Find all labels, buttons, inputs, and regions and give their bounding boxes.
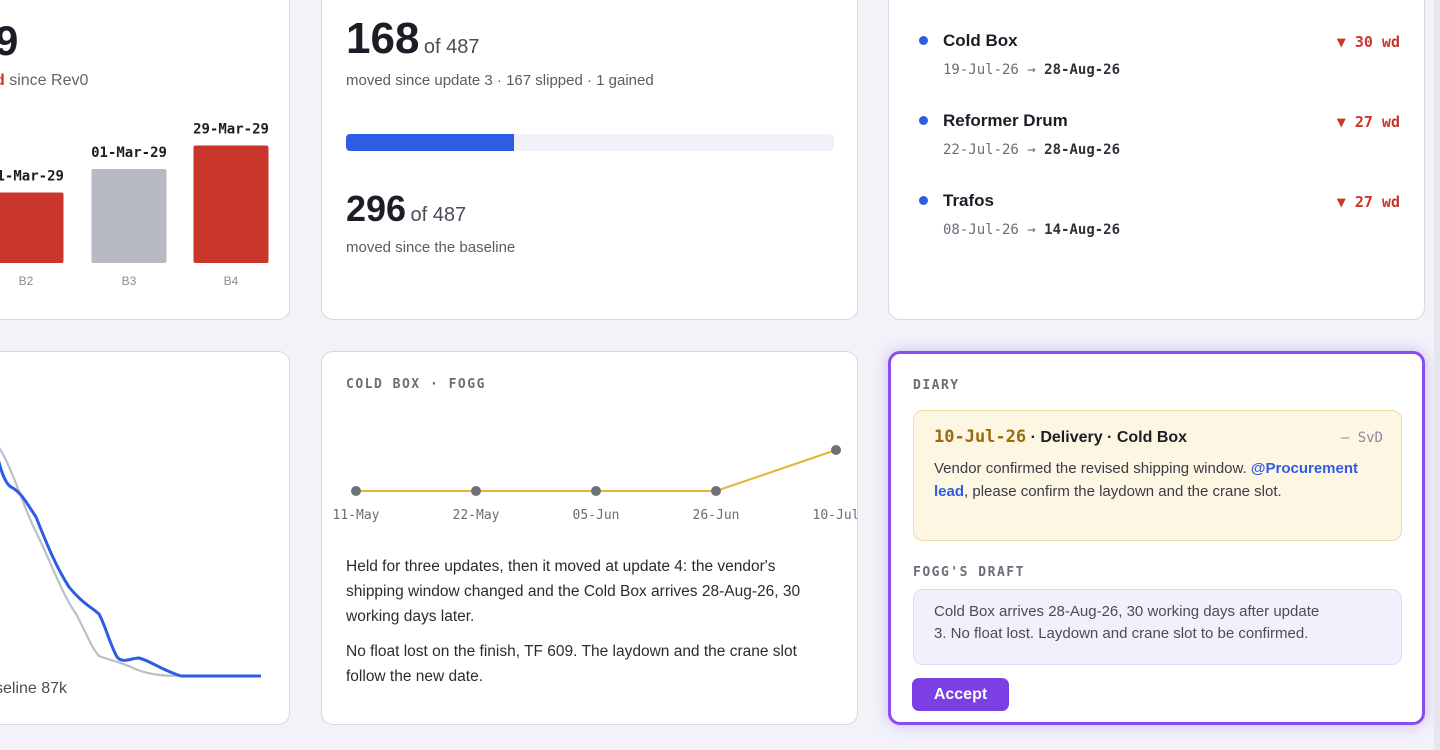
bar	[193, 145, 269, 263]
data-point	[711, 486, 721, 496]
item-dates: 19-Jul-26 → 28-Aug-26	[943, 62, 1120, 78]
moved-secondary-of: of 487	[410, 204, 467, 226]
item-delta: ▼ 27 wd	[1336, 113, 1400, 131]
item-dates: 08-Jul-26 → 14-Aug-26	[943, 222, 1120, 238]
item-from-date: 08-Jul-26	[943, 222, 1019, 238]
item-to-date: 28-Aug-26	[1044, 142, 1121, 158]
data-point	[351, 486, 361, 496]
coldbox-line-chart: 11-May 22-May 05-Jun 26-Jun 10-Jul	[333, 445, 858, 523]
status-dot-icon	[919, 196, 928, 205]
data-point	[591, 486, 601, 496]
arrow-right-icon: →	[1027, 62, 1036, 78]
draft-text: Cold Box arrives 28-Aug-26, 30 working d…	[934, 603, 1320, 642]
draft-box[interactable]: Cold Box arrives 28-Aug-26, 30 working d…	[913, 589, 1402, 665]
list-item[interactable]: Reformer Drum 22-Jul-26 → 28-Aug-26 ▼ 27…	[889, 101, 1424, 161]
data-point	[471, 486, 481, 496]
schedule-subtitle: d since Rev0	[0, 72, 88, 90]
diary-entry-body: Vendor confirmed the revised shipping wi…	[934, 457, 1384, 503]
arrow-right-icon: →	[1027, 142, 1036, 158]
diary-entry-header: 10-Jul-26 · Delivery · Cold Box	[934, 427, 1187, 447]
bar-category-label: B4	[224, 274, 239, 288]
trend-chart-card: seline 87k	[0, 351, 290, 725]
diary-entry[interactable]: 10-Jul-26 · Delivery · Cold Box — SvD Ve…	[913, 410, 1402, 541]
bar-top-label: 29-Mar-29	[193, 122, 269, 138]
schedule-subtitle-suffix: since Rev0	[4, 72, 89, 89]
item-delta: ▼ 27 wd	[1336, 193, 1400, 211]
item-name: Cold Box	[943, 31, 1018, 50]
scrollbar[interactable]	[1434, 0, 1440, 750]
item-dates: 22-Jul-26 → 28-Aug-26	[943, 142, 1120, 158]
diary-card: DIARY 10-Jul-26 · Delivery · Cold Box — …	[888, 351, 1425, 725]
diary-entry-text-pre: Vendor confirmed the revised shipping wi…	[934, 460, 1251, 477]
bar	[0, 192, 64, 263]
slip-list-card: Cold Box 19-Jul-26 → 28-Aug-26 ▼ 30 wd R…	[888, 0, 1425, 320]
data-point	[831, 445, 841, 455]
x-tick-label: 10-Jul	[813, 508, 858, 523]
diary-entry-date: 10-Jul-26	[934, 427, 1027, 447]
moved-progress-bar	[346, 134, 834, 151]
coldbox-eyebrow: COLD BOX · FOGG	[346, 377, 486, 392]
list-item[interactable]: Trafos 08-Jul-26 → 14-Aug-26 ▼ 27 wd	[889, 181, 1424, 241]
schedule-bar-chart: 01-Mar-29 B2 01-Mar-29 B3 29-Mar-29 B4	[0, 122, 269, 288]
x-tick-label: 05-Jun	[573, 508, 620, 523]
list-item[interactable]: Cold Box 19-Jul-26 → 28-Aug-26 ▼ 30 wd	[889, 21, 1424, 81]
baseline-series-line	[0, 447, 261, 678]
moved-secondary-row: 296 of 487	[346, 188, 466, 230]
diary-entry-text-post: , please confirm the laydown and the cra…	[964, 483, 1282, 500]
moved-secondary-value: 296	[346, 188, 407, 229]
item-to-date: 28-Aug-26	[1044, 62, 1121, 78]
moved-primary-desc: moved since update 3 · 167 slipped · 1 g…	[346, 72, 654, 89]
trend-line-chart	[0, 447, 261, 678]
trend-caption: seline 87k	[0, 680, 68, 697]
coldbox-paragraph-2: No float lost on the finish, TF 609. The…	[346, 643, 797, 685]
bar	[91, 169, 167, 263]
draft-label: FOGG'S DRAFT	[913, 565, 1025, 580]
bar-category-label: B3	[122, 274, 137, 288]
arrow-right-icon: →	[1027, 222, 1036, 238]
current-series-line	[0, 460, 261, 678]
moved-primary-row: 168 of 487	[346, 14, 479, 64]
moved-progress-fill	[346, 134, 515, 151]
status-dot-icon	[919, 116, 928, 125]
diary-eyebrow: DIARY	[913, 378, 960, 393]
moved-primary-value: 168	[346, 14, 420, 63]
mention-link[interactable]: @Procurement lead	[934, 460, 1359, 500]
schedule-subtitle-prefix: d	[0, 72, 5, 89]
bar-top-label: 01-Mar-29	[91, 145, 167, 161]
coldbox-series-line	[356, 449, 837, 492]
coldbox-card: COLD BOX · FOGG 11-May 22-May 05-Jun 26-Jun…	[321, 351, 858, 725]
item-to-date: 14-Aug-26	[1044, 222, 1121, 238]
bar-category-label: B2	[19, 274, 34, 288]
item-from-date: 22-Jul-26	[943, 142, 1019, 158]
x-tick-label: 26-Jun	[693, 508, 740, 523]
x-tick-label: 22-May	[453, 508, 500, 523]
item-name: Trafos	[943, 191, 995, 210]
diary-entry-title: · Delivery · Cold Box	[1026, 429, 1188, 446]
accept-button[interactable]: Accept	[912, 678, 1009, 711]
item-from-date: 19-Jul-26	[943, 62, 1019, 78]
moved-stats-card: 168 of 487 moved since update 3 · 167 sl…	[321, 0, 858, 320]
coldbox-paragraph-1: Held for three updates, then it moved at…	[346, 558, 801, 625]
status-dot-icon	[919, 36, 928, 45]
item-name: Reformer Drum	[943, 111, 1068, 130]
diary-entry-author: — SvD	[1340, 430, 1383, 446]
moved-primary-of: of 487	[423, 36, 480, 58]
schedule-bar-card: 9 d since Rev0 01-Mar-29 B2 01-Mar-29 B3 29-…	[0, 0, 290, 320]
item-delta: ▼ 30 wd	[1336, 33, 1400, 51]
bar-top-label: 01-Mar-29	[0, 169, 64, 185]
moved-secondary-desc: moved since the baseline	[346, 239, 516, 256]
x-tick-label: 11-May	[333, 508, 380, 523]
schedule-big-value: 9	[0, 17, 18, 65]
